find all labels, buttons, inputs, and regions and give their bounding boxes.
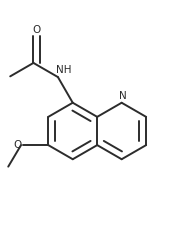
Text: O: O	[14, 140, 22, 150]
Text: N: N	[119, 91, 126, 101]
Text: O: O	[33, 25, 41, 35]
Text: NH: NH	[56, 65, 72, 75]
